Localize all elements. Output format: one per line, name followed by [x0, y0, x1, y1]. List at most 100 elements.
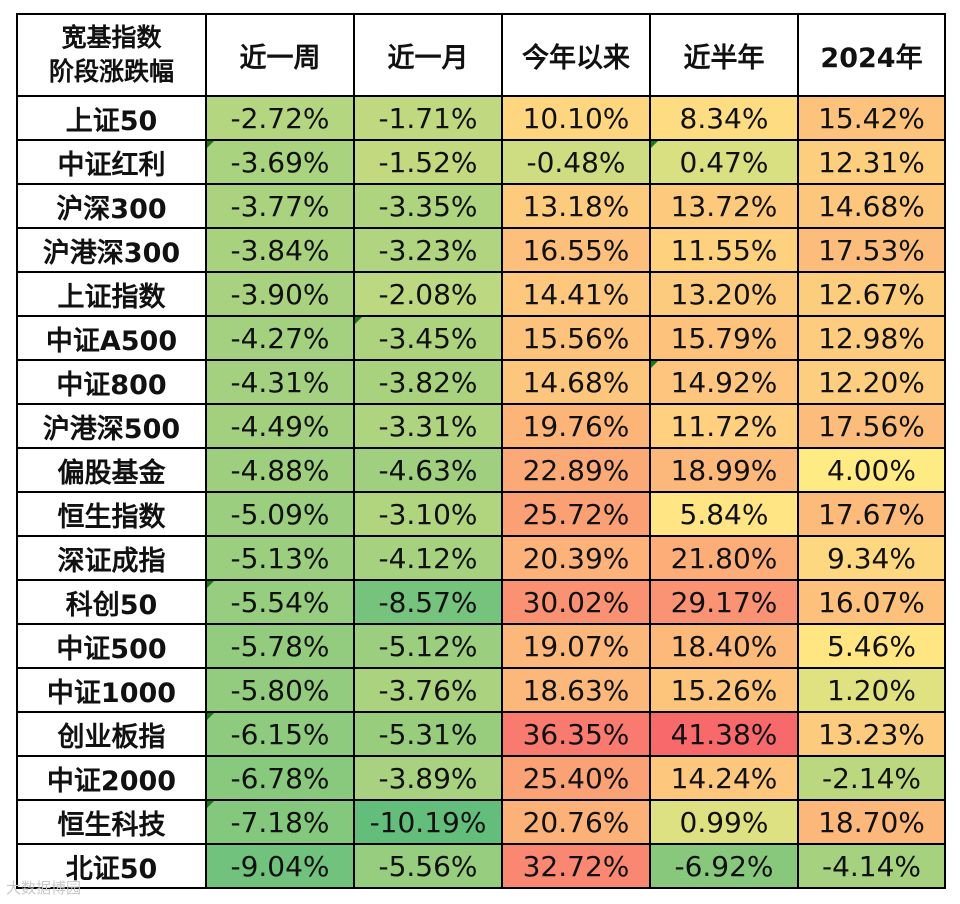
cell-value: -5.12%	[378, 629, 478, 663]
cell-2024: 1.20%	[797, 667, 946, 713]
cell-2024: 4.00%	[797, 447, 946, 493]
cell-value: -3.76%	[378, 673, 478, 707]
cell-2024: 15.42%	[797, 95, 946, 141]
cell-value: 5.84%	[679, 497, 769, 531]
cell-2024: 12.98%	[797, 315, 946, 361]
cell-half-year: 5.84%	[649, 491, 799, 537]
header-row: 宽基指数 阶段涨跌幅 近一周 近一月 今年以来 近半年 2024年	[16, 13, 946, 97]
corner-header-line2: 阶段涨跌幅	[48, 57, 174, 86]
cell-value: 30.02%	[522, 585, 630, 619]
cell-value: -4.14%	[821, 849, 922, 883]
cell-value: 29.17%	[670, 585, 778, 619]
cell-month: -1.71%	[353, 95, 503, 141]
cell-week: -2.72%	[205, 95, 355, 141]
cell-value: 1.20%	[827, 673, 916, 707]
cell-half-year: 15.26%	[649, 667, 799, 713]
cell-2024: 12.67%	[797, 271, 946, 317]
cell-half-year: 14.24%	[649, 755, 799, 801]
table-row: 上证指数 -3.90% -2.08% 14.41% 13.20% 12.67%	[16, 271, 946, 317]
cell-month: -4.12%	[353, 535, 503, 581]
cell-value: 17.53%	[818, 233, 925, 267]
row-name: 偏股基金	[16, 447, 207, 493]
cell-value: -3.35%	[378, 189, 478, 223]
comment-marker-icon	[356, 318, 362, 324]
cell-value: 36.35%	[522, 717, 630, 751]
cell-week: -3.77%	[205, 183, 355, 229]
cell-2024: 12.20%	[797, 359, 946, 405]
row-name: 中证1000	[16, 667, 207, 713]
cell-half-year: 11.72%	[649, 403, 799, 449]
cell-value: -4.12%	[378, 541, 478, 575]
cell-value: -6.15%	[230, 717, 330, 751]
cell-week: -5.78%	[205, 623, 355, 669]
cell-value: 18.70%	[818, 805, 925, 839]
table-row: 沪港深500 -4.49% -3.31% 19.76% 11.72% 17.56%	[16, 403, 946, 449]
comment-marker-icon	[208, 802, 214, 808]
cell-value: -6.92%	[674, 849, 774, 883]
cell-2024: 17.56%	[797, 403, 946, 449]
cell-ytd: 15.56%	[501, 315, 651, 361]
cell-half-year: -6.92%	[649, 843, 799, 889]
cell-value: -1.71%	[378, 101, 478, 135]
cell-value: 17.67%	[818, 497, 925, 531]
cell-week: -7.18%	[205, 799, 355, 845]
row-name: 恒生指数	[16, 491, 207, 537]
row-name: 沪港深300	[16, 227, 207, 273]
cell-ytd: 13.18%	[501, 183, 651, 229]
cell-2024: 9.34%	[797, 535, 946, 581]
cell-half-year: 13.72%	[649, 183, 799, 229]
cell-value: -5.56%	[378, 849, 478, 883]
cell-value: -7.18%	[230, 805, 330, 839]
row-name: 上证指数	[16, 271, 207, 317]
table-row: 中证800 -4.31% -3.82% 14.68% 14.92% 12.20%	[16, 359, 946, 405]
cell-week: -4.27%	[205, 315, 355, 361]
row-name: 沪港深500	[16, 403, 207, 449]
row-name: 上证50	[16, 95, 207, 141]
cell-value: -10.19%	[369, 805, 487, 839]
cell-ytd: -0.48%	[501, 139, 651, 185]
cell-value: 8.34%	[679, 101, 769, 135]
cell-month: -5.56%	[353, 843, 503, 889]
cell-value: -3.89%	[378, 761, 478, 795]
cell-value: -5.54%	[230, 585, 330, 619]
cell-month: -1.52%	[353, 139, 503, 185]
comment-marker-icon	[208, 714, 214, 720]
cell-week: -4.49%	[205, 403, 355, 449]
cell-value: -1.52%	[378, 145, 478, 179]
cell-value: -5.09%	[230, 497, 330, 531]
col-header-2024: 2024年	[797, 13, 946, 97]
cell-value: 25.72%	[522, 497, 630, 531]
cell-2024: 17.53%	[797, 227, 946, 273]
cell-month: -10.19%	[353, 799, 503, 845]
cell-ytd: 19.07%	[501, 623, 651, 669]
cell-value: -5.13%	[230, 541, 330, 575]
cell-value: -4.27%	[230, 321, 330, 355]
cell-value: 32.72%	[522, 849, 630, 883]
row-name: 中证2000	[16, 755, 207, 801]
cell-2024: 12.31%	[797, 139, 946, 185]
cell-week: -5.13%	[205, 535, 355, 581]
cell-value: -3.69%	[230, 145, 330, 179]
cell-ytd: 25.40%	[501, 755, 651, 801]
table-row: 中证2000 -6.78% -3.89% 25.40% 14.24% -2.14%	[16, 755, 946, 801]
cell-ytd: 10.10%	[501, 95, 651, 141]
cell-month: -3.82%	[353, 359, 503, 405]
cell-value: 12.31%	[818, 145, 925, 179]
cell-month: -4.63%	[353, 447, 503, 493]
index-performance-table: 宽基指数 阶段涨跌幅 近一周 近一月 今年以来 近半年 2024年 上证50 -2…	[16, 13, 946, 889]
cell-value: 22.89%	[522, 453, 630, 487]
cell-value: 17.56%	[818, 409, 925, 443]
table-row: 科创50 -5.54% -8.57% 30.02% 29.17% 16.07%	[16, 579, 946, 625]
cell-2024: 16.07%	[797, 579, 946, 625]
cell-value: 21.80%	[670, 541, 778, 575]
comment-marker-icon	[652, 142, 658, 148]
cell-ytd: 16.55%	[501, 227, 651, 273]
row-name: 沪深300	[16, 183, 207, 229]
cell-value: -2.72%	[230, 101, 330, 135]
cell-value: -4.49%	[230, 409, 330, 443]
cell-value: 9.34%	[827, 541, 916, 575]
cell-value: 14.92%	[670, 365, 778, 399]
cell-half-year: 0.99%	[649, 799, 799, 845]
cell-value: 19.76%	[522, 409, 630, 443]
cell-value: -3.90%	[230, 277, 330, 311]
